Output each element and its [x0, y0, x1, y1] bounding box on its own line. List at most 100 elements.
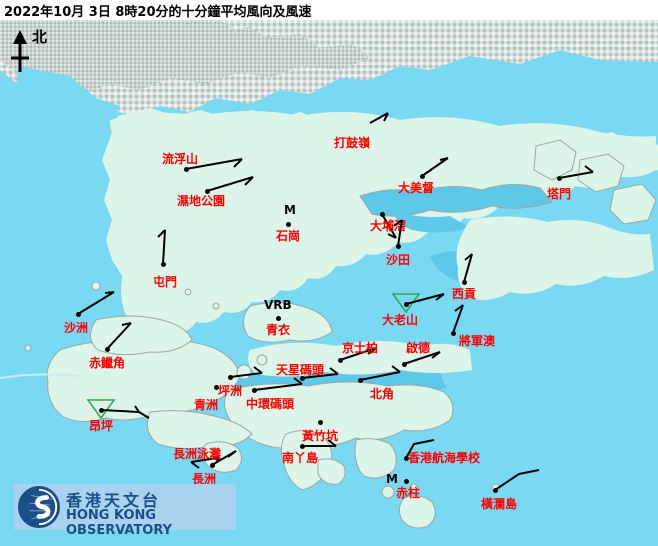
wind-shaft — [301, 373, 339, 379]
station-label: 中環碼頭 — [246, 397, 295, 411]
station-dot — [184, 167, 189, 172]
wind-barb-icon — [301, 367, 339, 379]
station-dot — [404, 302, 409, 307]
station-dot — [358, 378, 363, 383]
station-dot — [215, 456, 220, 461]
wind-feather — [439, 157, 449, 161]
station-dot — [76, 312, 81, 317]
wind-feather — [393, 219, 403, 227]
wind-barb-icon — [494, 469, 540, 491]
calm-marker: M — [386, 472, 398, 486]
station-label: 塔門 — [547, 187, 572, 201]
station-label: 赤柱 — [396, 486, 421, 500]
station-label: 京士柏 — [342, 341, 379, 355]
wind-shaft — [190, 457, 218, 463]
wind-shaft — [421, 157, 449, 177]
tsing-yi-island — [243, 302, 333, 343]
deep-bay — [16, 66, 120, 120]
wind-feather — [387, 233, 397, 239]
wind-barb-icon — [302, 439, 337, 447]
station-dot — [338, 358, 343, 363]
wind-shaft — [452, 304, 464, 334]
station-label: 沙洲 — [64, 321, 89, 335]
wind-barb-icon — [86, 399, 150, 420]
wind-shaft — [494, 469, 540, 491]
wind-barb-icon — [253, 377, 303, 391]
gale-triangle-icon — [86, 399, 116, 420]
station-dot — [300, 376, 305, 381]
wind-feather — [584, 165, 594, 173]
wind-barb-icon — [211, 450, 237, 466]
station-dot — [99, 408, 104, 413]
station-dot — [210, 463, 215, 468]
chek-lap-kok-airport — [90, 315, 193, 356]
calm-marker: M — [284, 203, 296, 217]
station-dot — [252, 388, 257, 393]
wind-barb-icon — [463, 253, 473, 283]
kowloon-peninsula — [248, 341, 472, 377]
station-label: 大美督 — [398, 181, 435, 195]
wind-feather — [435, 293, 445, 301]
station-label: 屯門 — [153, 275, 178, 289]
small-island-c — [184, 288, 192, 296]
station-dot — [161, 262, 166, 267]
station-dot — [402, 362, 407, 367]
wind-barb-icon — [381, 213, 397, 239]
wind-feather — [367, 347, 377, 355]
wind-barb-icon — [369, 112, 389, 124]
wind-shaft — [403, 351, 441, 365]
station-dot — [493, 488, 498, 493]
wind-feather — [431, 351, 441, 359]
station-label: 昂坪 — [89, 419, 114, 433]
station-label: 長洲 — [192, 472, 217, 486]
wind-barb-icon — [391, 293, 445, 314]
wind-shaft — [162, 229, 166, 265]
wind-barb-icon — [359, 365, 401, 381]
station-label: 天星碼頭 — [276, 363, 325, 377]
station-label: 西貢 — [452, 287, 477, 301]
station-dot — [228, 375, 233, 380]
wind-feather — [329, 367, 339, 375]
wind-barb-icon — [229, 366, 263, 378]
wind-barb-icon — [421, 157, 449, 177]
station-label: 黃竹坑 — [302, 429, 339, 443]
station-dot — [105, 347, 110, 352]
nt-landmass — [110, 111, 656, 340]
station-label: 濕地公園 — [177, 194, 226, 208]
map-canvas[interactable]: 北 打鼓嶺 流浮山 濕地公園 M 石崗 大美督 塔門 大埔滘 沙田 屯門 沙洲 赤鱲角 VRB 青衣 大老山… — [0, 20, 658, 546]
wind-feather — [253, 366, 263, 374]
station-label: 橫瀾島 — [481, 497, 518, 511]
small-island-d — [212, 302, 220, 310]
wind-barb-icon — [157, 229, 166, 265]
wind-barb-icon — [558, 165, 594, 179]
station-dot — [380, 212, 385, 217]
lamma-south — [317, 458, 346, 485]
tolo-channel — [392, 210, 470, 233]
station-dot — [396, 244, 401, 249]
wind-feather — [383, 112, 389, 122]
hko-swirl-emblem-icon — [18, 486, 60, 528]
station-label: 青衣 — [266, 323, 291, 337]
small-island-b — [409, 483, 419, 493]
station-dot — [557, 176, 562, 181]
east-island — [609, 183, 657, 225]
station-label: 啟德 — [406, 341, 431, 355]
tap-mun-island — [533, 139, 577, 181]
wind-shaft — [359, 371, 401, 381]
hei-ling-chau-island — [256, 354, 268, 366]
station-label: 大老山 — [382, 313, 419, 327]
small-island-a — [381, 485, 395, 499]
bay-inlet — [66, 116, 100, 142]
wind-feather — [190, 461, 200, 469]
logo-chinese-name: 香港天文台 — [66, 491, 162, 510]
logo-english-name: HONG KONG OBSERVATORY — [66, 508, 173, 538]
station-label: 流浮山 — [162, 152, 199, 166]
station-label: 香港航海學校 — [408, 451, 481, 465]
north-label: 北 — [32, 28, 48, 46]
map-geography — [0, 20, 658, 546]
wind-barb-icon — [339, 347, 377, 361]
station-dot — [462, 280, 467, 285]
wind-feather — [293, 377, 303, 385]
north-arrow-icon — [11, 30, 29, 72]
station-label: 北角 — [370, 387, 395, 401]
